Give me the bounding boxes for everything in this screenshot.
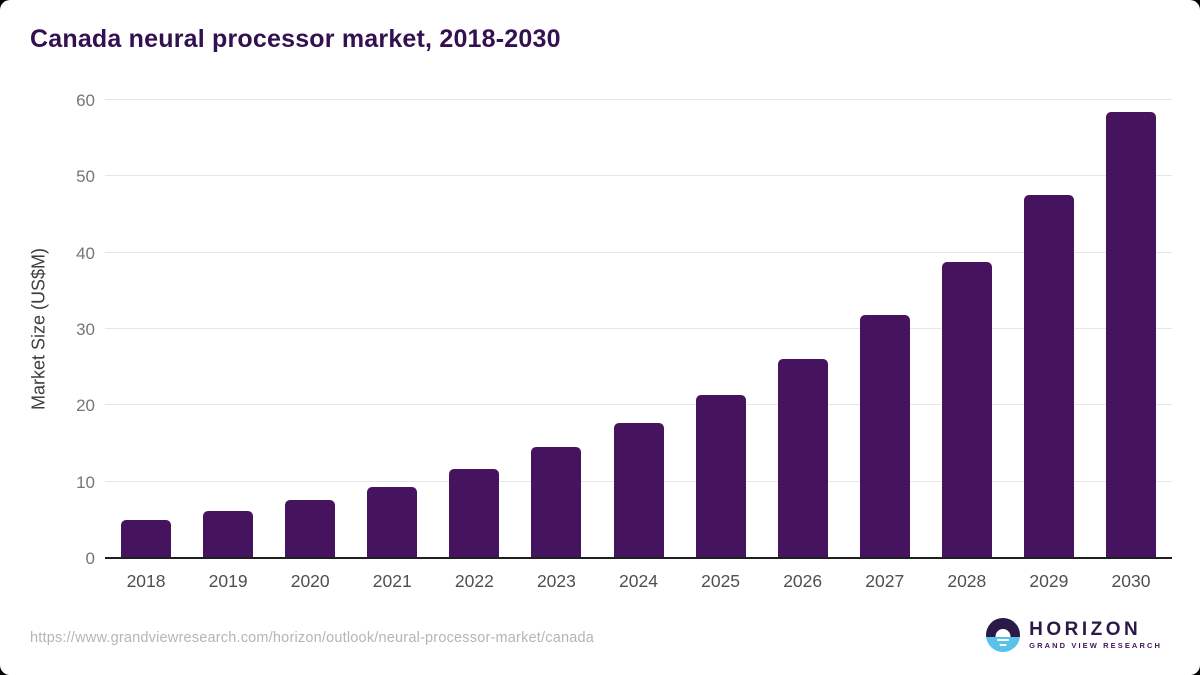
source-url: https://www.grandviewresearch.com/horizo… [30,630,595,646]
y-tick-label-20: 20 [76,396,95,416]
x-tick-label-2028: 2028 [947,571,987,591]
bar-slot-2028 [926,100,1008,558]
x-tick-label-2024: 2024 [619,571,658,591]
x-tick-label-2027: 2027 [865,571,905,591]
x-axis-line [105,557,1172,559]
y-tick-label-10: 10 [76,472,95,492]
x-tick-label-2020: 2020 [290,571,330,591]
y-tick-label-50: 50 [76,167,95,187]
x-tick-label-2019: 2019 [208,571,248,591]
x-tick-label-2030: 2030 [1111,571,1151,591]
horizon-sun-icon [986,618,1021,652]
horizon-logo[interactable]: HORIZON GRAND VIEW RESEARCH [986,618,1162,652]
bar-2026[interactable] [777,358,828,558]
bar-2021[interactable] [367,487,418,558]
bar-2022[interactable] [449,468,500,558]
y-tick-label-30: 30 [76,320,95,339]
y-tick-label-60: 60 [76,91,95,110]
bar-slot-2022 [433,100,515,558]
bar-2024[interactable] [613,422,664,558]
logo-tagline: GRAND VIEW RESEARCH [1029,641,1162,651]
bar-slot-2024 [597,100,679,558]
logo-text: HORIZON GRAND VIEW RESEARCH [1029,620,1162,650]
x-tick-label-2018: 2018 [126,571,166,591]
bar-slot-2020 [269,100,351,558]
bar-2029[interactable] [1023,194,1074,558]
bar-2018[interactable] [121,519,172,558]
bar-slot-2019 [187,100,269,558]
bar-slot-2023 [515,100,597,558]
y-tick-label-40: 40 [76,243,95,263]
x-tick-label-2029: 2029 [1029,571,1069,591]
y-axis-ticks: 0 10 20 30 40 50 60 [0,0,95,675]
gridline-40 [105,251,1172,253]
x-tick-label-2023: 2023 [536,571,576,591]
chart-title: Canada neural processor market, 2018-203… [30,25,561,53]
bar-slot-2030 [1090,100,1172,558]
x-tick-label-2025: 2025 [701,571,741,591]
logo-brand: HORIZON [1029,619,1142,641]
gridline-60 [105,99,1172,100]
bar-2023[interactable] [531,446,582,558]
x-tick-label-2026: 2026 [783,571,823,591]
bar-slot-2026 [762,100,844,558]
bar-slot-2025 [680,100,762,558]
x-axis-ticks: 2018 2019 2020 2021 2022 2023 2024 2025 2026 2027… [105,571,1172,592]
bar-slot-2018 [105,100,187,558]
bar-2027[interactable] [859,315,910,558]
gridline-20 [105,404,1172,406]
bar-slot-2021 [351,100,433,558]
x-tick-label-2021: 2021 [372,571,412,591]
bar-2025[interactable] [695,394,746,558]
bar-2019[interactable] [203,510,254,558]
bars-container [105,100,1172,558]
bar-slot-2027 [844,100,926,558]
y-tick-label-0: 0 [85,549,95,568]
x-tick-label-2022: 2022 [454,571,494,591]
plot-area [105,99,1172,559]
bar-2030[interactable] [1105,112,1156,558]
bar-2020[interactable] [285,500,336,558]
gridline-30 [105,328,1172,329]
bar-slot-2029 [1008,100,1090,558]
bar-2028[interactable] [941,261,992,558]
gridline-50 [105,175,1172,177]
